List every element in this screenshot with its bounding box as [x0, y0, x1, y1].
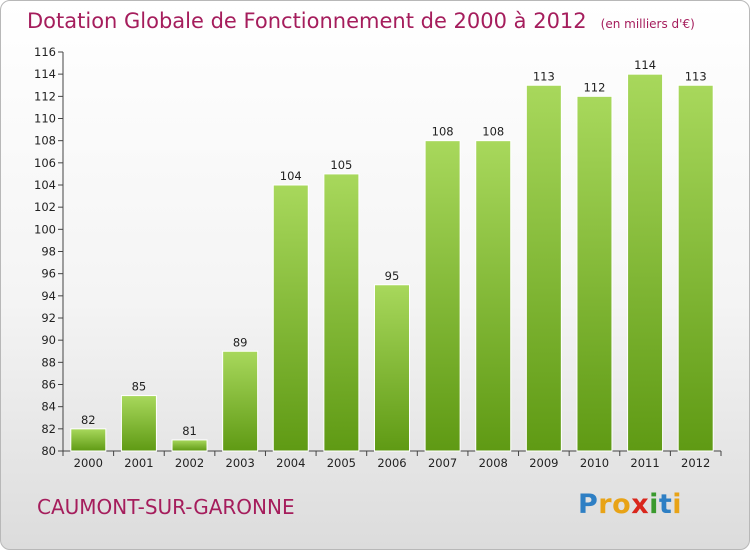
data-label-2003: 89 — [233, 335, 248, 349]
bar-2010 — [576, 95, 613, 452]
y-tick-label: 94 — [41, 289, 56, 303]
logo-letter: o — [612, 489, 632, 520]
y-tick-label: 108 — [34, 134, 56, 148]
y-tick-label: 110 — [34, 112, 56, 126]
logo-letter: x — [631, 489, 650, 520]
y-tick-label: 98 — [41, 245, 56, 259]
y-tick-label: 96 — [41, 267, 56, 281]
bar-2007 — [424, 140, 461, 452]
x-tick-label-2010: 2010 — [580, 456, 609, 470]
bar-2008 — [475, 140, 512, 452]
bar-2005 — [323, 173, 360, 452]
bar-2012 — [677, 84, 714, 452]
x-tick-label-2004: 2004 — [276, 456, 305, 470]
y-tick-label: 86 — [41, 378, 56, 392]
bar-2006 — [374, 284, 410, 452]
y-tick-label: 114 — [34, 67, 56, 81]
y-tick-label: 84 — [41, 400, 56, 414]
y-tick-label: 92 — [41, 311, 56, 325]
x-tick-label-2008: 2008 — [479, 456, 508, 470]
logo-letter: P — [578, 489, 599, 520]
x-tick-label-2011: 2011 — [630, 456, 659, 470]
bar-2009 — [525, 84, 562, 452]
logo-letter: i — [672, 489, 683, 520]
x-tick-label-2009: 2009 — [529, 456, 558, 470]
y-tick-label: 106 — [34, 156, 56, 170]
y-tick-label: 102 — [34, 200, 56, 214]
bars — [70, 73, 714, 452]
data-label-2008: 108 — [482, 125, 504, 139]
commune-name: CAUMONT-SUR-GARONNE — [37, 495, 295, 519]
bar-2004 — [272, 184, 309, 452]
proxiti-logo: Proxiti — [578, 489, 682, 520]
y-tick-label: 104 — [34, 178, 56, 192]
data-label-2001: 85 — [132, 380, 147, 394]
data-label-2005: 105 — [330, 158, 352, 172]
axes: 80 82 84 86 88 90 92 94 96 98 100 102 104 106 108 110 11… — [34, 45, 722, 470]
bar-2011 — [627, 73, 664, 452]
y-tick-label: 116 — [34, 45, 56, 59]
data-label-2000: 82 — [81, 413, 96, 427]
bar-2002 — [171, 439, 208, 452]
chart-title: Dotation Globale de Fonctionnement de 20… — [27, 9, 695, 33]
y-tick-label: 80 — [41, 444, 56, 458]
data-label-2002: 81 — [182, 424, 197, 438]
x-tick-label-2002: 2002 — [175, 456, 204, 470]
unit-note: (en milliers d'€) — [600, 17, 695, 31]
data-label-2012: 113 — [685, 69, 707, 83]
x-tick-label-2005: 2005 — [327, 456, 356, 470]
x-tick-label-2001: 2001 — [124, 456, 153, 470]
y-tick-label: 100 — [34, 222, 56, 236]
data-label-2009: 113 — [533, 69, 555, 83]
chart-title-text: Dotation Globale de Fonctionnement de 20… — [27, 9, 587, 33]
logo-letter: r — [598, 489, 613, 520]
y-tick-label: 112 — [34, 89, 56, 103]
data-label-2004: 104 — [280, 169, 302, 183]
x-tick-label-2003: 2003 — [226, 456, 255, 470]
data-labels: 82 85 81 89 104 105 95 108 108 113 112 114 113 — [81, 58, 707, 438]
bar-2001 — [120, 395, 157, 452]
y-tick-label: 88 — [41, 355, 56, 369]
bar-2000 — [70, 428, 107, 452]
x-tick-label-2006: 2006 — [377, 456, 406, 470]
bar-2003 — [222, 350, 259, 452]
x-tick-label-2012: 2012 — [681, 456, 710, 470]
logo-letter: t — [658, 489, 673, 520]
data-label-2011: 114 — [634, 58, 656, 72]
data-label-2010: 112 — [583, 80, 605, 94]
x-tick-label-2000: 2000 — [74, 456, 103, 470]
logo-letter: i — [649, 489, 659, 520]
data-label-2007: 108 — [432, 125, 454, 139]
x-tick-label-2007: 2007 — [428, 456, 457, 470]
y-tick-label: 82 — [41, 422, 56, 436]
data-label-2006: 95 — [385, 269, 400, 283]
y-tick-label: 90 — [41, 333, 56, 347]
